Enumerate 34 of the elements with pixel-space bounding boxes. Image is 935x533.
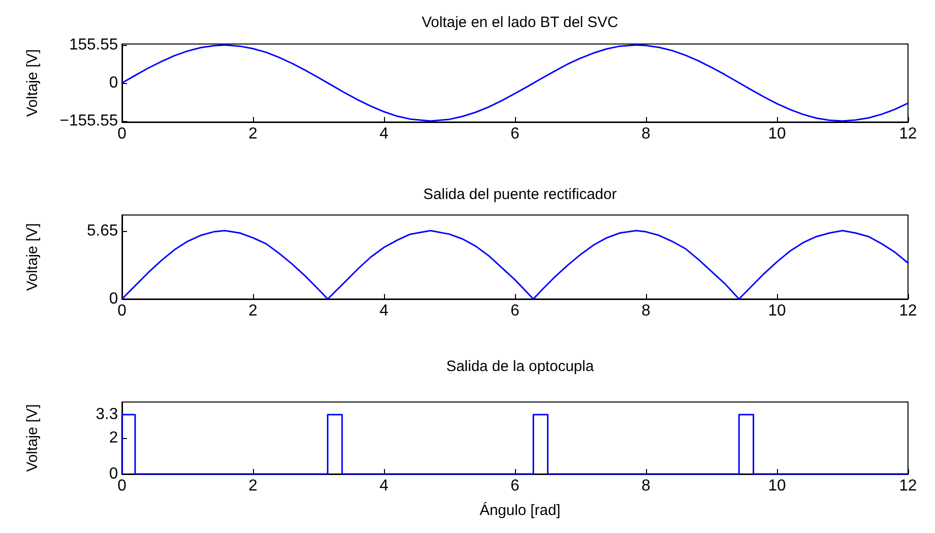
y-tick-label: 0 bbox=[109, 290, 118, 308]
x-tick-label: 2 bbox=[248, 302, 258, 320]
x-tick-label: 6 bbox=[510, 126, 520, 142]
x-tick-label: 12 bbox=[899, 478, 917, 494]
y-tick-label: −155.55 bbox=[60, 112, 118, 130]
x-axis-title: Ángulo [rad] bbox=[480, 501, 560, 519]
y-tick-label: 0 bbox=[109, 74, 118, 92]
x-tick-label: 6 bbox=[510, 478, 520, 494]
y-axis-title: Voltaje [V] bbox=[24, 223, 41, 291]
chart-title: Salida del puente rectificador bbox=[423, 186, 617, 203]
x-tick-label: 8 bbox=[642, 478, 651, 494]
y-axis-title: Voltaje [V] bbox=[24, 404, 41, 472]
x-tick-label: 8 bbox=[642, 126, 651, 142]
y-tick-label: 0 bbox=[109, 466, 118, 482]
y-tick-label: 2 bbox=[109, 430, 118, 446]
x-tick-label: 12 bbox=[899, 302, 917, 320]
x-tick-label: 8 bbox=[642, 302, 651, 320]
y-tick-label: 3.3 bbox=[96, 406, 118, 424]
chart-title: Voltaje en el lado BT del SVC bbox=[422, 14, 618, 31]
x-tick-label: 4 bbox=[380, 478, 389, 494]
x-tick-label: 12 bbox=[899, 126, 917, 142]
x-tick-label: 10 bbox=[768, 302, 786, 320]
x-tick-label: 10 bbox=[768, 126, 786, 142]
chart-title: Salida de la optocupla bbox=[446, 358, 594, 375]
x-tick-label: 4 bbox=[380, 126, 389, 142]
x-tick-label: 4 bbox=[380, 302, 389, 320]
x-tick-label: 10 bbox=[768, 478, 786, 494]
x-tick-label: 2 bbox=[248, 478, 258, 494]
y-tick-label: 155.55 bbox=[69, 36, 118, 54]
line-series bbox=[121, 44, 909, 122]
x-tick-label: 2 bbox=[248, 126, 258, 142]
y-tick-label: 5.65 bbox=[86, 222, 118, 240]
y-axis-title: Voltaje [V] bbox=[24, 49, 41, 117]
x-tick-label: 6 bbox=[510, 302, 520, 320]
